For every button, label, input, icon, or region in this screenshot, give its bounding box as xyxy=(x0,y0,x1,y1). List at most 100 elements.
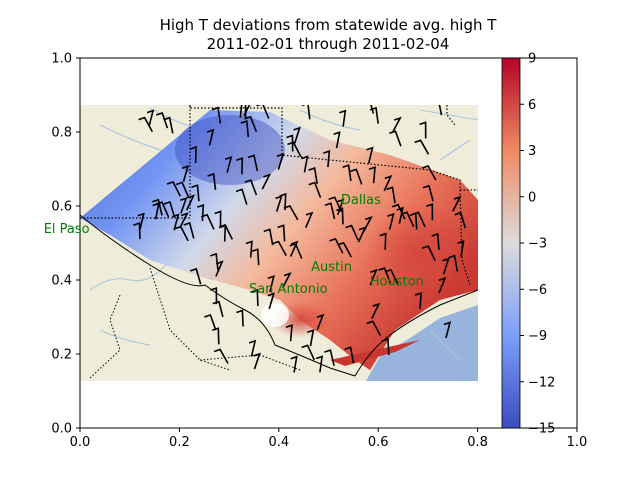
wind-barb xyxy=(396,206,404,224)
wind-barb xyxy=(362,216,373,232)
chart-subtitle: 2011-02-01 through 2011-02-04 xyxy=(207,35,450,53)
wind-barb xyxy=(457,240,465,258)
wind-barb xyxy=(422,184,434,202)
wind-barb xyxy=(172,213,180,231)
wind-barb xyxy=(243,105,251,117)
wind-barb xyxy=(324,349,335,366)
colorbar-tick-label: 3 xyxy=(528,144,536,159)
wind-barb xyxy=(179,197,188,214)
wind-barb xyxy=(426,203,434,221)
wind-barb xyxy=(339,109,347,127)
wind-barb xyxy=(386,186,396,204)
wind-barb xyxy=(185,194,196,211)
x-tick-label: 0.2 xyxy=(169,435,190,450)
wind-barb xyxy=(370,105,375,114)
wind-barb xyxy=(212,327,220,345)
map-panel xyxy=(80,105,478,381)
wind-barb xyxy=(155,111,169,129)
wind-barb xyxy=(438,276,447,294)
warm-anomaly-east xyxy=(365,205,475,305)
wind-barb xyxy=(442,257,450,275)
x-tick-label: 0.6 xyxy=(368,435,389,450)
wind-barb xyxy=(391,203,406,220)
wind-barb xyxy=(204,313,217,331)
wind-barb xyxy=(381,337,390,356)
wind-barb xyxy=(200,213,215,230)
wind-barb xyxy=(323,149,331,168)
wind-barb xyxy=(190,267,202,285)
wind-barb xyxy=(345,224,359,241)
wind-barb xyxy=(412,211,426,228)
wind-barb xyxy=(301,105,311,120)
wind-barb xyxy=(379,232,387,250)
wind-barb xyxy=(369,268,378,286)
chart-title: High T deviations from statewide avg. hi… xyxy=(160,16,498,34)
wind-barb xyxy=(342,164,352,182)
wind-barb xyxy=(174,225,189,242)
state-borders xyxy=(80,105,478,286)
wind-barb xyxy=(211,106,222,124)
contour-gap xyxy=(261,303,289,327)
colorbar-tick-label: 0 xyxy=(528,190,536,205)
wind-barb xyxy=(308,181,322,198)
wind-barb xyxy=(307,329,315,347)
wind-barb xyxy=(443,321,452,339)
wind-barb xyxy=(422,245,436,261)
wind-barb xyxy=(304,211,314,229)
wind-barb xyxy=(333,131,341,149)
wind-barb xyxy=(137,212,145,230)
wind-barb xyxy=(389,130,402,147)
wind-barb xyxy=(336,207,344,225)
wind-barb xyxy=(350,168,363,185)
wind-barb xyxy=(152,198,163,216)
colorbar: 9 6 3 0 −3 −6 −9 −12 −15 xyxy=(501,52,555,437)
wind-barb xyxy=(301,344,316,361)
wind-barb xyxy=(138,116,154,133)
y-tick-label: 0.8 xyxy=(51,126,72,141)
wind-barb xyxy=(206,128,215,146)
y-tick-label: 0.2 xyxy=(51,348,72,363)
wind-barb xyxy=(251,248,260,266)
wind-barb xyxy=(236,157,244,175)
colorbar-tick-label: −15 xyxy=(528,422,555,437)
wind-barb xyxy=(329,237,344,254)
x-tick-label: 0.4 xyxy=(268,435,289,450)
colorbar-tick-label: −3 xyxy=(528,237,547,252)
wind-barb xyxy=(289,240,299,257)
wind-barb xyxy=(308,167,318,185)
y-tick-label: 0.6 xyxy=(51,200,72,215)
wind-barb xyxy=(293,126,301,144)
wind-barb xyxy=(244,115,258,132)
wind-barb xyxy=(438,105,443,116)
wind-barb xyxy=(210,286,218,305)
colorbar-scale xyxy=(501,57,521,429)
x-tick-label: 1.0 xyxy=(567,435,588,450)
y-tick-label: 1.0 xyxy=(51,52,72,67)
wind-barb xyxy=(253,352,261,370)
wind-barb xyxy=(236,309,244,327)
wind-barb xyxy=(368,166,376,184)
wind-barb xyxy=(215,260,224,277)
wind-barb xyxy=(454,211,467,229)
wind-barb xyxy=(387,212,395,230)
wind-barb xyxy=(181,165,190,182)
wind-barb xyxy=(209,252,219,270)
wind-barb xyxy=(212,300,224,318)
wind-barb xyxy=(344,346,355,364)
y-tick-label: 0.0 xyxy=(51,422,72,437)
wind-barb xyxy=(251,289,259,307)
wind-barb xyxy=(315,355,324,373)
wind-barb xyxy=(191,184,200,202)
wind-barb xyxy=(133,222,141,240)
wind-barb xyxy=(224,155,233,173)
wind-barb xyxy=(267,292,276,310)
wind-barb xyxy=(175,181,190,198)
wind-barb xyxy=(285,324,293,342)
wind-barb xyxy=(366,146,374,164)
wind-barb xyxy=(419,121,427,139)
x-tick-label: 0.0 xyxy=(70,435,91,450)
wind-barb xyxy=(235,188,248,205)
wind-barbs xyxy=(133,105,467,373)
wind-barb xyxy=(219,224,227,242)
